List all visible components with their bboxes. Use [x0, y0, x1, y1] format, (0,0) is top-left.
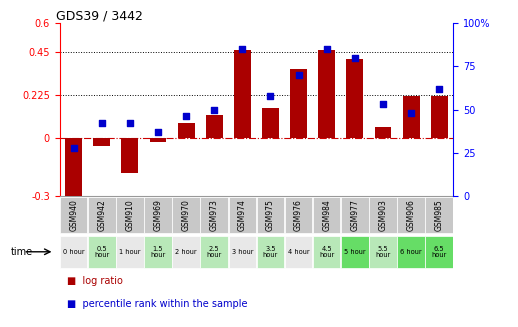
Text: 2 hour: 2 hour — [175, 249, 197, 255]
Text: GSM984: GSM984 — [322, 199, 331, 231]
Text: GSM976: GSM976 — [294, 199, 303, 231]
Text: GSM974: GSM974 — [238, 199, 247, 231]
Bar — [431, 96, 448, 138]
Text: GSM970: GSM970 — [182, 199, 191, 231]
Text: GSM985: GSM985 — [435, 199, 444, 231]
Point — [238, 46, 247, 51]
Point — [126, 121, 134, 126]
Text: 3 hour: 3 hour — [232, 249, 253, 255]
Bar — [375, 127, 392, 138]
Bar — [285, 197, 312, 233]
Bar — [234, 50, 251, 138]
Bar — [144, 235, 172, 268]
Bar — [313, 197, 340, 233]
Text: 1 hour: 1 hour — [119, 249, 140, 255]
Bar — [116, 235, 143, 268]
Text: GSM973: GSM973 — [210, 199, 219, 231]
Text: ■  percentile rank within the sample: ■ percentile rank within the sample — [67, 299, 248, 309]
Text: GSM977: GSM977 — [350, 199, 359, 231]
Text: 4 hour: 4 hour — [288, 249, 309, 255]
Bar — [178, 123, 195, 138]
Bar — [369, 197, 397, 233]
Bar — [262, 108, 279, 138]
Text: 0.5
hour: 0.5 hour — [94, 246, 109, 258]
Bar — [228, 197, 256, 233]
Text: time: time — [10, 247, 33, 257]
Bar — [290, 69, 307, 138]
Text: GSM903: GSM903 — [379, 199, 387, 231]
Point — [294, 72, 303, 77]
Text: 4.5
hour: 4.5 hour — [319, 246, 334, 258]
Bar — [200, 235, 228, 268]
Point — [435, 86, 443, 91]
Point — [182, 114, 190, 119]
Bar — [347, 60, 363, 138]
Bar — [116, 197, 143, 233]
Bar — [425, 197, 453, 233]
Text: 5.5
hour: 5.5 hour — [376, 246, 391, 258]
Text: 1.5
hour: 1.5 hour — [150, 246, 166, 258]
Point — [351, 55, 359, 60]
Bar — [397, 197, 425, 233]
Bar — [341, 197, 369, 233]
Bar — [150, 138, 166, 142]
Text: GSM940: GSM940 — [69, 199, 78, 231]
Bar — [206, 115, 223, 138]
Bar — [228, 235, 256, 268]
Bar — [402, 96, 420, 138]
Point — [97, 121, 106, 126]
Point — [210, 107, 219, 112]
Text: 6.5
hour: 6.5 hour — [431, 246, 447, 258]
Bar — [257, 197, 284, 233]
Bar — [93, 138, 110, 146]
Bar — [341, 235, 369, 268]
Text: 5 hour: 5 hour — [344, 249, 366, 255]
Text: GSM969: GSM969 — [153, 199, 163, 231]
Bar — [121, 138, 138, 173]
Bar — [318, 50, 335, 138]
Text: GSM910: GSM910 — [125, 199, 134, 231]
Point — [69, 145, 78, 150]
Bar — [172, 235, 200, 268]
Bar — [88, 235, 116, 268]
Text: 6 hour: 6 hour — [400, 249, 422, 255]
Text: 3.5
hour: 3.5 hour — [263, 246, 278, 258]
Bar — [257, 235, 284, 268]
Text: 2.5
hour: 2.5 hour — [207, 246, 222, 258]
Bar — [88, 197, 116, 233]
Text: GDS39 / 3442: GDS39 / 3442 — [55, 10, 142, 23]
Bar — [60, 235, 88, 268]
Bar — [285, 235, 312, 268]
Bar — [60, 197, 88, 233]
Text: ■  log ratio: ■ log ratio — [67, 276, 123, 286]
Bar — [425, 235, 453, 268]
Bar — [313, 235, 340, 268]
Bar — [65, 138, 82, 202]
Text: GSM975: GSM975 — [266, 199, 275, 231]
Bar — [144, 197, 172, 233]
Bar — [369, 235, 397, 268]
Point — [323, 46, 331, 51]
Bar — [172, 197, 200, 233]
Text: 0 hour: 0 hour — [63, 249, 84, 255]
Bar — [200, 197, 228, 233]
Point — [154, 129, 162, 135]
Text: GSM906: GSM906 — [407, 199, 415, 231]
Point — [266, 93, 275, 98]
Text: GSM942: GSM942 — [97, 199, 106, 231]
Point — [407, 111, 415, 116]
Point — [379, 102, 387, 107]
Bar — [397, 235, 425, 268]
